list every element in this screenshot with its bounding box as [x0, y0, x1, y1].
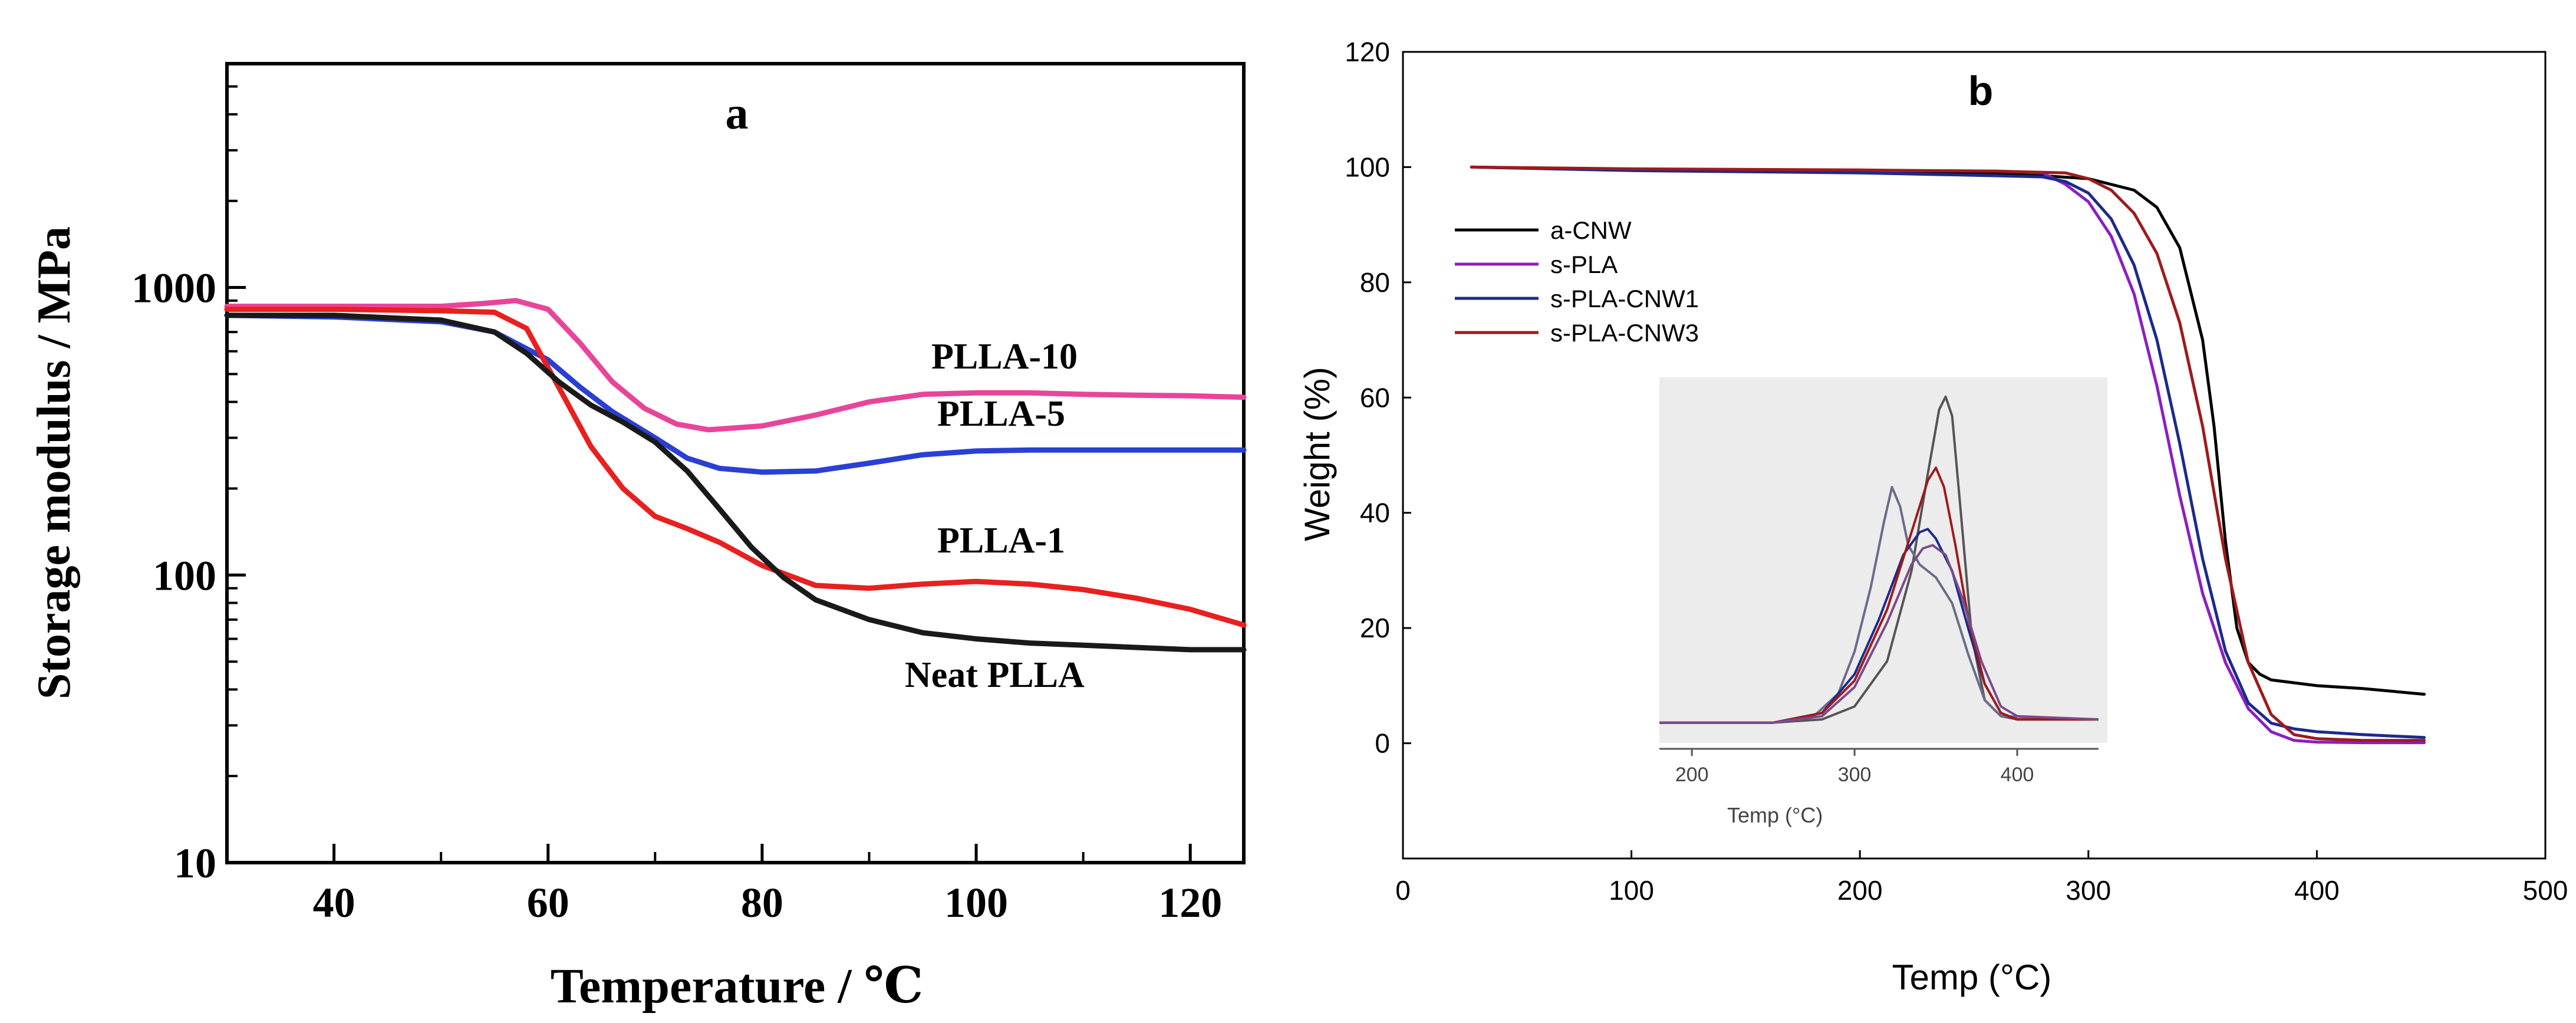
panel-b-legend: a-CNW s-PLA s-PLA-CNW1 s-PLA-CNW3 [1455, 216, 1699, 347]
panel-a-x-tick-label-120: 120 [1158, 879, 1222, 926]
inset-series-line-s-pla-cnw3 [1659, 466, 2099, 724]
panel-b-y-tick-label-100: 100 [1345, 152, 1390, 182]
panel-b-x-tick-label-300: 300 [2066, 875, 2111, 906]
series-line-plla-10 [224, 298, 1247, 433]
legend-label-s-pla-cnw3: s-PLA-CNW3 [1550, 319, 1699, 347]
panel-b-plot-frame [1402, 51, 2547, 860]
panel-a-x-axis-label: Temperature / ℃ [551, 959, 924, 1014]
panel-b-x-tick-label-100: 100 [1609, 875, 1654, 906]
panel-a-y-tick-label-10: 10 [174, 840, 216, 887]
panel-b-y-tick-label-20: 20 [1360, 613, 1390, 643]
panel-b-title: b [1968, 68, 1994, 114]
panel-a-x-tick-label-80: 80 [741, 879, 783, 926]
panel-b-x-axis-label: Temp (°C) [1892, 958, 2052, 997]
inset-x-tick-label-400: 400 [2001, 764, 2034, 786]
inset-background [1659, 377, 2107, 743]
inset-x-tick-label-300: 300 [1838, 764, 1872, 786]
inset-axis-ticks: 200 300 400 [1675, 749, 2034, 786]
panel-b-x-tick-label-0: 0 [1395, 875, 1411, 906]
series-line-s-pla-cnw3 [1470, 165, 2426, 742]
legend-label-a-cnw: a-CNW [1550, 216, 1632, 244]
series-label-neat-plla: Neat PLLA [905, 655, 1085, 695]
inset-series-line-s-pla [1659, 486, 2099, 724]
panel-b-y-tick-label-0: 0 [1375, 728, 1390, 759]
panel-a-axis-ticks: 40 60 80 100 120 10 100 1000 [131, 63, 1222, 926]
inset-series-line-s-pla-cnw3-b [1659, 544, 2099, 724]
panel-a-y-tick-label-1000: 1000 [131, 265, 216, 312]
panel-a-y-tick-label-100: 100 [153, 552, 216, 599]
panel-b-y-axis-label: Weight (%) [1297, 367, 1337, 541]
series-label-plla-1: PLLA-1 [937, 521, 1065, 561]
inset-x-axis-label: Temp (°C) [1727, 803, 1823, 827]
panel-b-x-tick-label-500: 500 [2523, 875, 2568, 906]
panel-a-storage-modulus-chart: 40 60 80 100 120 10 100 1000 a Storage modulus … [28, 62, 1247, 1014]
panel-a-x-tick-label-60: 60 [527, 879, 569, 926]
legend-label-s-pla: s-PLA [1550, 251, 1618, 278]
series-line-neat-plla [224, 313, 1247, 653]
panel-a-y-axis-label: Storage modulus / MPa [28, 226, 80, 699]
series-label-plla-10: PLLA-10 [931, 337, 1078, 377]
panel-a-series-group [224, 298, 1247, 653]
panel-b-x-tick-label-400: 400 [2294, 875, 2340, 906]
series-line-s-pla-cnw1 [1470, 165, 2426, 739]
panel-b-y-tick-label-120: 120 [1345, 37, 1390, 67]
panel-a-title: a [726, 87, 749, 139]
panel-b-axis-ticks: 0 100 200 300 400 500 0 20 40 60 80 100 120 [1345, 37, 2568, 906]
inset-series-group [1659, 395, 2099, 724]
panel-b-y-tick-label-80: 80 [1360, 267, 1390, 298]
panel-b-tga-chart: 0 100 200 300 400 500 0 20 40 60 80 100 120 200 300 40… [1297, 37, 2568, 997]
panel-a-plot-frame [225, 62, 1246, 864]
panel-b-y-tick-label-40: 40 [1360, 498, 1390, 528]
panel-b-inset-dtg-chart: 200 300 400 Temp (°C) [1659, 377, 2107, 827]
panel-a-x-tick-label-40: 40 [313, 879, 355, 926]
panel-a-x-tick-label-100: 100 [944, 879, 1008, 926]
series-line-a-cnw [1470, 165, 2426, 696]
series-line-plla-1 [224, 307, 1247, 628]
legend-label-s-pla-cnw1: s-PLA-CNW1 [1550, 285, 1699, 313]
panel-b-y-tick-label-60: 60 [1360, 382, 1390, 413]
panel-b-series-group [1470, 165, 2426, 745]
series-label-plla-5: PLLA-5 [937, 394, 1065, 434]
panel-b-x-tick-label-200: 200 [1837, 875, 1883, 906]
inset-x-tick-label-200: 200 [1675, 764, 1709, 786]
